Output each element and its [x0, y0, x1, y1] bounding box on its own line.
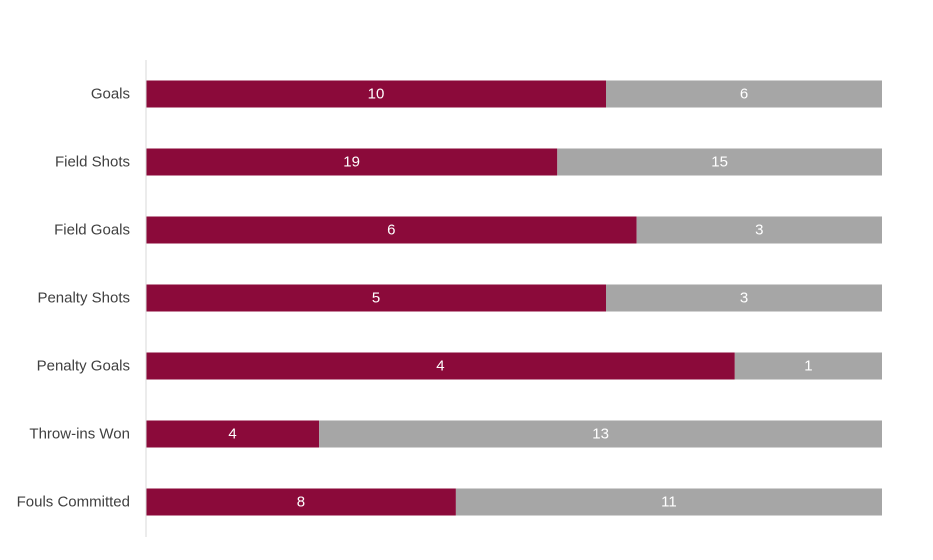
bar-segment	[606, 80, 882, 108]
bar-segment	[734, 352, 882, 380]
bar-segment	[146, 148, 558, 176]
bar-segment	[146, 420, 320, 448]
data-label: 19	[343, 154, 360, 171]
bar-segment	[146, 216, 637, 244]
category-label: Throw-ins Won	[29, 426, 130, 443]
bar-segment	[606, 284, 882, 312]
bars-layer	[146, 80, 882, 516]
data-label: 13	[592, 426, 609, 443]
category-label: Fouls Committed	[17, 494, 130, 511]
bar-segment	[146, 80, 606, 108]
data-label: 5	[372, 290, 380, 307]
bar-segment	[557, 148, 882, 176]
data-label: 6	[387, 222, 395, 239]
category-label: Field Goals	[54, 222, 130, 239]
bar-segment	[146, 352, 735, 380]
data-label: 1	[804, 358, 812, 375]
data-label: 4	[228, 426, 236, 443]
data-label: 6	[740, 86, 748, 103]
data-label: 11	[661, 494, 677, 511]
bar-segment	[636, 216, 882, 244]
category-label: Penalty Goals	[37, 358, 130, 375]
category-label: Field Shots	[55, 154, 130, 171]
bar-segment	[319, 420, 882, 448]
data-label: 15	[711, 154, 728, 171]
bar-segment	[146, 488, 456, 516]
category-label: Goals	[91, 86, 130, 103]
category-label: Penalty Shots	[37, 290, 130, 307]
data-label: 3	[740, 290, 748, 307]
data-label: 3	[755, 222, 763, 239]
bar-segment	[455, 488, 882, 516]
data-label: 10	[368, 86, 385, 103]
data-label: 4	[436, 358, 444, 375]
bar-segment	[146, 284, 606, 312]
data-label: 8	[297, 494, 305, 511]
